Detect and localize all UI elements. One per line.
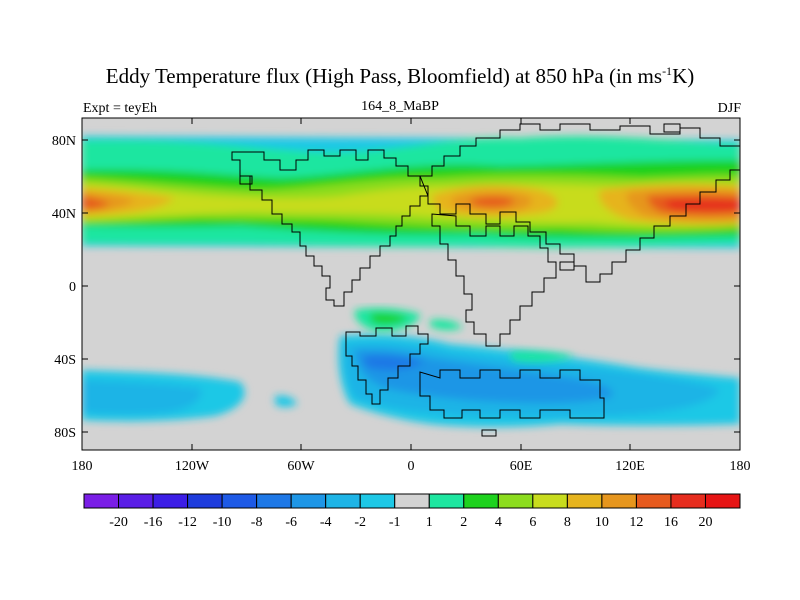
colorbar-swatch [187,493,223,509]
lon-label-120w: 120W [175,459,210,474]
colorbar-label: -1 [389,515,401,530]
colorbar-swatch [325,493,361,509]
colorbar-swatch [118,493,154,509]
coast-eurasia [419,123,740,283]
lon-label-60w: 60W [287,459,315,474]
lon-label-180w: 180 [72,459,93,474]
map-title: Eddy Temperature flux (High Pass, Bloomf… [105,64,695,88]
lat-label-80n: 80N [52,134,76,149]
nh-band-red-left [82,196,110,210]
colorbar-label: 8 [564,515,571,530]
lon-label-0: 0 [408,459,415,474]
colorbar-swatch [497,493,534,509]
colorbar-label: 10 [595,515,609,530]
colorbar-swatch [83,493,120,509]
colorbar-label: 2 [460,515,467,530]
colorbar-labels: -20 -16 -12 -10 -8 -6 -4 -2 -1 1 2 4 6 8 10 12 16 20 [109,515,712,530]
colorbar-label: -16 [144,515,163,530]
colorbar-swatch [152,493,189,509]
colorbar-label: -6 [285,515,297,530]
experiment-label: Expt = teyEh [83,101,157,116]
colorbar-label: -12 [178,515,197,530]
coast-north-america [231,149,429,307]
lon-label-120e: 120E [615,459,645,474]
asia-red [470,196,515,208]
lat-label-80s: 80S [54,426,76,441]
colorbar-label: -10 [213,515,232,530]
flux-field [82,136,740,427]
colorbar-label: 1 [426,515,433,530]
nh-band-yellow [82,182,740,227]
y-axis [82,139,740,433]
colorbar-swatch [256,493,292,509]
colorbar [83,493,741,509]
lat-label-40n: 40N [52,207,76,222]
colorbar-swatch [428,493,465,509]
lat-label-0: 0 [69,280,76,295]
lon-label-180e: 180 [730,459,751,474]
colorbar-label: 6 [529,515,536,530]
colorbar-label: -8 [251,515,263,530]
colorbar-swatch [566,493,603,509]
colorbar-label: -4 [320,515,332,530]
colorbar-label: -2 [354,515,366,530]
colorbar-swatch [394,493,430,509]
colorbar-label: 20 [698,515,712,530]
coast-antarctica-like [419,369,605,419]
case-label: 164_8_MaBP [361,99,439,114]
lon-label-60e: 60E [510,459,533,474]
colorbar-swatch [221,493,258,509]
colorbar-swatch [670,493,706,509]
coastlines [231,123,740,437]
colorbar-label: 4 [495,515,502,530]
colorbar-swatch [290,493,327,509]
south-green-small [430,319,462,331]
coast-island-3 [559,261,575,271]
x-axis-labels: 180 120W 60W 0 60E 120E 180 [72,459,751,474]
pacific-core [665,199,740,211]
coast-south-america [345,325,429,405]
coast-island-2 [663,123,681,133]
season-label: DJF [717,101,741,116]
coast-island-4 [239,175,253,185]
coast-africa [431,213,557,347]
south-atlantic-brightgreen [370,313,408,325]
colorbar-swatch [704,493,741,509]
south-indian-green [510,351,575,363]
colorbar-swatch [359,493,396,509]
colorbar-swatch [635,493,672,509]
colorbar-label: -20 [109,515,128,530]
lat-label-40s: 40S [54,353,76,368]
colorbar-label: 12 [629,515,643,530]
colorbar-swatch [463,493,499,509]
x-axis [81,118,741,450]
colorbar-swatch [601,493,637,509]
sh-small-cyan [275,395,297,407]
colorbar-label: 16 [664,515,678,530]
sh-band-blue-left [82,380,202,415]
y-axis-labels: 80N 40N 0 40S 80S [52,134,76,441]
colorbar-swatch [532,493,568,509]
coast-island-1 [481,429,497,437]
